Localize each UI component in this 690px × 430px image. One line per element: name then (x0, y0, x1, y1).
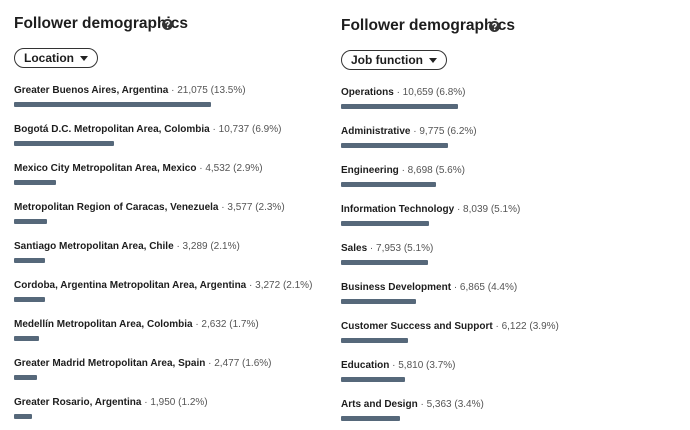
item-value: · 21,075 (13.5%) (171, 85, 246, 96)
item-value: · 2,632 (1.7%) (195, 319, 259, 330)
bar (14, 180, 57, 185)
bar (14, 219, 48, 224)
bar (341, 182, 437, 187)
item-value: · 2,477 (1.6%) (208, 358, 272, 369)
item-label: Information Technology · 8,039 (5.1%) (341, 204, 520, 215)
item-value: · 5,810 (3.7%) (392, 360, 456, 371)
item-value: · 1,950 (1.2%) (144, 397, 208, 408)
panel: Follower demographics Job function Operati… (341, 0, 671, 430)
item-label: Santiago Metropolitan Area, Chile · 3,28… (14, 241, 240, 252)
panel: Follower demographics Location Greater Bue… (14, 0, 344, 430)
item-value: · 9,775 (6.2%) (413, 126, 477, 137)
item-value: · 8,039 (5.1%) (456, 204, 521, 215)
item-name: Medellín Metropolitan Area, Colombia (14, 319, 193, 330)
item-name: Customer Success and Support (341, 321, 493, 332)
bar (341, 104, 458, 109)
item-name: Business Development (341, 282, 452, 293)
caret-icon (80, 55, 88, 61)
item-label: Bogotá D.C. Metropolitan Area, Colombia … (14, 124, 281, 135)
bar (341, 377, 405, 382)
item-name: Sales (341, 243, 368, 254)
item-name: Arts and Design (341, 399, 418, 410)
item-label: Administrative · 9,775 (6.2%) (341, 126, 477, 137)
item-name: Metropolitan Region of Caracas, Venezuel… (14, 202, 219, 213)
item-name: Greater Madrid Metropolitan Area, Spain (14, 358, 206, 369)
item-name: Greater Buenos Aires, Argentina (14, 85, 169, 96)
item-label: Education · 5,810 (3.7%) (341, 360, 456, 371)
item-name: Education (341, 360, 390, 371)
item-value: · 3,577 (2.3%) (221, 202, 285, 213)
help-icon[interactable] (162, 19, 173, 30)
bar (14, 336, 39, 341)
item-name: Operations (341, 87, 394, 98)
bar (14, 414, 33, 419)
bar (14, 141, 115, 146)
bar (341, 416, 400, 421)
item-name: Cordoba, Argentina Metropolitan Area, Ar… (14, 280, 247, 291)
item-label: Mexico City Metropolitan Area, Mexico · … (14, 163, 263, 174)
item-label: Business Development · 6,865 (4.4%) (341, 282, 517, 293)
item-value: · 5,363 (3.4%) (420, 399, 484, 410)
item-value: · 10,737 (6.9%) (212, 124, 282, 135)
item-value: · 3,289 (2.1%) (176, 241, 240, 252)
bar (14, 375, 38, 380)
item-name: Santiago Metropolitan Area, Chile (14, 241, 174, 252)
bar (14, 102, 211, 107)
item-value: · 4,532 (2.9%) (199, 163, 263, 174)
caret-icon (429, 57, 437, 63)
bar (14, 258, 45, 263)
item-label: Medellín Metropolitan Area, Colombia · 2… (14, 319, 259, 330)
bar (341, 299, 417, 304)
item-name: Engineering (341, 165, 399, 176)
item-label: Greater Rosario, Argentina · 1,950 (1.2%… (14, 397, 208, 408)
item-value: · 10,659 (6.8%) (396, 87, 466, 98)
item-label: Sales · 7,953 (5.1%) (341, 243, 433, 254)
item-label: Greater Madrid Metropolitan Area, Spain … (14, 358, 272, 369)
item-name: Mexico City Metropolitan Area, Mexico (14, 163, 197, 174)
item-name: Bogotá D.C. Metropolitan Area, Colombia (14, 124, 210, 135)
filter-label: Location (24, 51, 74, 65)
bar (341, 221, 430, 226)
item-label: Arts and Design · 5,363 (3.4%) (341, 399, 484, 410)
bar (341, 143, 449, 148)
item-value: · 6,122 (3.9%) (495, 321, 559, 332)
item-value: · 6,865 (4.4%) (453, 282, 518, 293)
item-label: Greater Buenos Aires, Argentina · 21,075… (14, 85, 246, 96)
panel-title: Follower demographics (14, 15, 188, 32)
help-icon[interactable] (489, 21, 500, 32)
item-label: Cordoba, Argentina Metropolitan Area, Ar… (14, 280, 312, 291)
item-label: Operations · 10,659 (6.8%) (341, 87, 466, 98)
bar (341, 338, 409, 343)
panel-title: Follower demographics (341, 17, 515, 34)
item-value: · 7,953 (5.1%) (369, 243, 434, 254)
item-value: · 8,698 (5.6%) (401, 165, 465, 176)
item-name: Administrative (341, 126, 411, 137)
item-label: Metropolitan Region of Caracas, Venezuel… (14, 202, 285, 213)
item-value: · 3,272 (2.1%) (249, 280, 313, 291)
filter-dropdown[interactable]: Job function (341, 50, 447, 70)
filter-dropdown[interactable]: Location (14, 48, 98, 68)
item-label: Engineering · 8,698 (5.6%) (341, 165, 465, 176)
item-label: Customer Success and Support · 6,122 (3.… (341, 321, 559, 332)
bar (14, 297, 45, 302)
item-name: Greater Rosario, Argentina (14, 397, 142, 408)
bar (341, 260, 429, 265)
filter-label: Job function (351, 53, 423, 67)
item-name: Information Technology (341, 204, 455, 215)
